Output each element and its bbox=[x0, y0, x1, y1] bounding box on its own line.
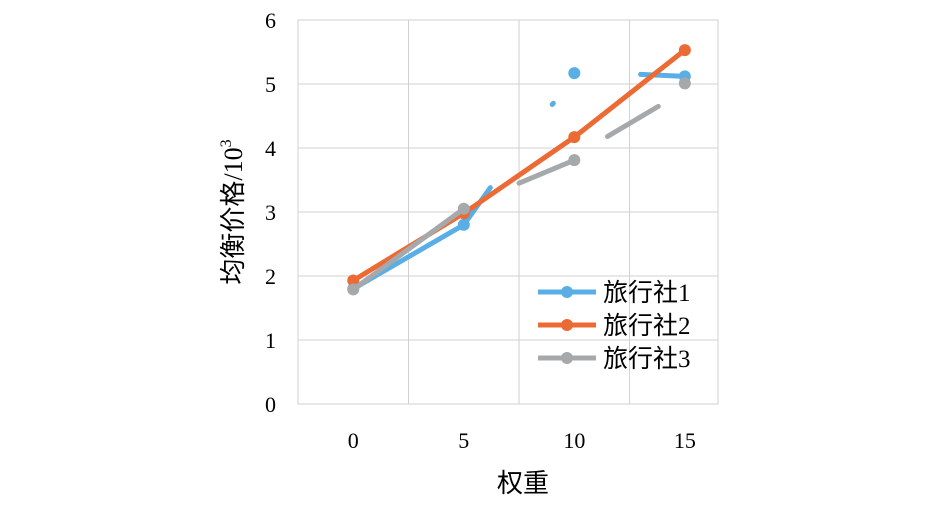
legend-item: 旅行社1 bbox=[538, 279, 691, 307]
y-tick-label: 5 bbox=[265, 72, 276, 97]
legend-label: 旅行社1 bbox=[603, 279, 691, 307]
series-line-segment bbox=[461, 134, 577, 216]
x-tick-label: 10 bbox=[563, 428, 585, 453]
legend-item: 旅行社3 bbox=[538, 345, 691, 373]
y-axis-title: 均衡价格/103 bbox=[218, 139, 248, 284]
series-line-segment bbox=[638, 71, 688, 79]
y-tick-label: 0 bbox=[265, 392, 276, 417]
series-3 bbox=[347, 77, 691, 296]
x-axis-title: 权重 bbox=[497, 469, 549, 498]
plot-area-frame bbox=[297, 19, 719, 405]
data-point bbox=[678, 77, 691, 90]
data-point bbox=[457, 202, 470, 215]
series-line-segment bbox=[604, 103, 661, 139]
data-point bbox=[457, 218, 470, 231]
legend-swatch-marker bbox=[561, 286, 573, 298]
y-tick-label: 3 bbox=[265, 200, 276, 225]
x-tick-label: 15 bbox=[674, 428, 696, 453]
data-point bbox=[568, 67, 581, 80]
data-point bbox=[347, 283, 360, 296]
y-tick-label: 4 bbox=[265, 136, 276, 161]
series-line-segment bbox=[571, 47, 688, 140]
tick-labels: 0 1 2 3 4 5 6 0 5 10 15 bbox=[265, 8, 696, 453]
data-point bbox=[568, 131, 581, 144]
legend-label: 旅行社3 bbox=[603, 345, 691, 373]
series-line-segment bbox=[549, 100, 556, 107]
legend: 旅行社1 旅行社2 旅行社3 bbox=[538, 279, 691, 373]
y-axis-title-sup: 3 bbox=[218, 139, 235, 147]
series-line-segment bbox=[516, 157, 577, 186]
data-point bbox=[347, 274, 360, 287]
y-axis-title-main: 均衡价格/10 bbox=[219, 147, 248, 284]
legend-item: 旅行社2 bbox=[538, 312, 691, 340]
data-point bbox=[568, 154, 581, 167]
x-tick-label: 5 bbox=[458, 428, 469, 453]
y-tick-label: 2 bbox=[265, 264, 276, 289]
series-layer bbox=[347, 44, 691, 296]
data-point bbox=[678, 44, 691, 57]
series-line-segment bbox=[350, 206, 467, 292]
y-tick-label: 6 bbox=[265, 8, 276, 33]
legend-label: 旅行社2 bbox=[603, 312, 691, 340]
legend-swatch-marker bbox=[561, 352, 573, 364]
legend-swatch-marker bbox=[561, 319, 573, 331]
x-tick-label: 0 bbox=[348, 428, 359, 453]
y-tick-label: 1 bbox=[265, 328, 276, 353]
